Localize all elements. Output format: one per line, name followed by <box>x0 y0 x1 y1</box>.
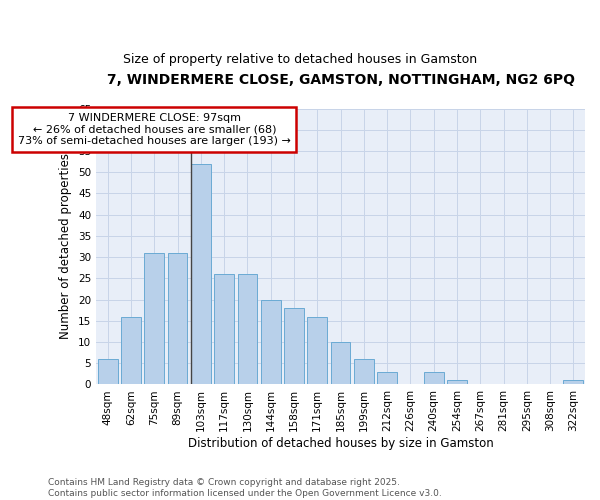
Bar <box>447 380 467 384</box>
Bar <box>121 316 141 384</box>
Text: Contains HM Land Registry data © Crown copyright and database right 2025.
Contai: Contains HM Land Registry data © Crown c… <box>48 478 442 498</box>
Bar <box>167 253 187 384</box>
Y-axis label: Number of detached properties: Number of detached properties <box>59 154 73 340</box>
Bar <box>377 372 397 384</box>
Text: 7 WINDERMERE CLOSE: 97sqm
← 26% of detached houses are smaller (68)
73% of semi-: 7 WINDERMERE CLOSE: 97sqm ← 26% of detac… <box>18 112 291 146</box>
Bar <box>238 274 257 384</box>
Bar <box>261 300 281 384</box>
Text: Size of property relative to detached houses in Gamston: Size of property relative to detached ho… <box>123 52 477 66</box>
Bar <box>354 359 374 384</box>
X-axis label: Distribution of detached houses by size in Gamston: Distribution of detached houses by size … <box>188 437 493 450</box>
Title: 7, WINDERMERE CLOSE, GAMSTON, NOTTINGHAM, NG2 6PQ: 7, WINDERMERE CLOSE, GAMSTON, NOTTINGHAM… <box>107 72 575 86</box>
Bar <box>191 164 211 384</box>
Bar <box>98 359 118 384</box>
Bar <box>214 274 234 384</box>
Bar <box>331 342 350 384</box>
Bar <box>145 253 164 384</box>
Bar <box>424 372 443 384</box>
Bar <box>284 308 304 384</box>
Bar <box>307 316 327 384</box>
Bar <box>563 380 583 384</box>
